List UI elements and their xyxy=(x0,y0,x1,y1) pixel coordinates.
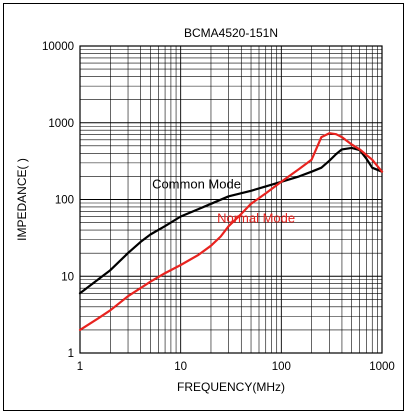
series-line-normal-mode xyxy=(78,132,384,331)
series-line-common-mode xyxy=(78,146,384,295)
y-axis-label: IMPEDANCE( ) xyxy=(15,158,29,241)
y-tick-label: 1000 xyxy=(48,118,74,130)
x-tick-label: 1 xyxy=(77,361,83,373)
y-tick-label: 10 xyxy=(61,271,74,283)
x-tick-label: 100 xyxy=(272,361,291,373)
annotations: Common Mode Normal Mode xyxy=(152,176,295,225)
x-tick-label: 10 xyxy=(174,361,187,373)
chart-title: BCMA4520-151N xyxy=(184,26,278,40)
x-axis-label: FREQUENCY(MHz) xyxy=(177,380,285,394)
tick-labels: 1 10 100 1000 1 10 100 1000 10000 xyxy=(42,41,395,373)
y-tick-label: 10000 xyxy=(42,41,74,53)
y-tick-label: 100 xyxy=(55,195,74,207)
x-tick-label: 1000 xyxy=(369,361,395,373)
series-label: Common Mode xyxy=(152,176,241,191)
chart-grid xyxy=(79,46,382,354)
series-layer xyxy=(78,132,384,331)
plot-border xyxy=(79,45,383,354)
y-tick-label: 1 xyxy=(68,348,74,360)
series-label: Normal Mode xyxy=(217,211,295,226)
